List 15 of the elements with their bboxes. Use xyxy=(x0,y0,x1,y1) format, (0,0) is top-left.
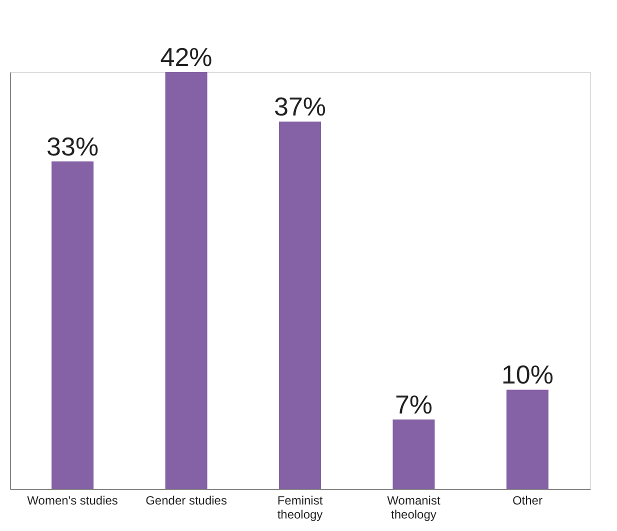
bar xyxy=(165,72,208,489)
bar xyxy=(279,122,321,489)
x-tick-label: Gender studies xyxy=(146,494,227,508)
bar xyxy=(52,161,94,489)
data-label: 37% xyxy=(274,92,326,122)
bar xyxy=(392,420,435,489)
bar xyxy=(506,390,548,489)
data-label: 33% xyxy=(46,131,99,162)
x-tick-label: Womanist theology xyxy=(387,494,441,522)
data-label: 10% xyxy=(501,360,554,390)
data-label: 42% xyxy=(160,42,212,72)
x-tick-label: Feminist theology xyxy=(277,494,324,522)
data-label: 7% xyxy=(394,390,433,420)
x-tick-label: Women's studies xyxy=(27,494,118,508)
x-tick-label: Other xyxy=(512,494,542,508)
